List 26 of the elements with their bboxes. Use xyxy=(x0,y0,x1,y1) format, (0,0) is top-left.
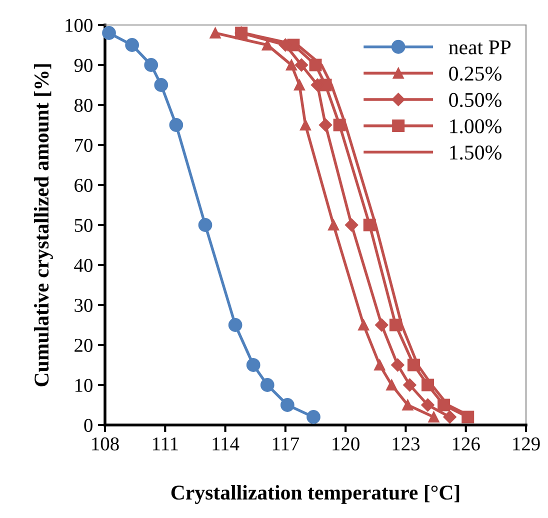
y-tick-label: 10 xyxy=(75,378,92,392)
legend-label: 1.50% xyxy=(450,146,502,160)
y-tick-label: 30 xyxy=(74,298,92,312)
legend-label: 0.25% xyxy=(449,66,502,81)
x-tick-label: 129 xyxy=(513,437,540,450)
y-tick-label: 40 xyxy=(74,258,92,272)
x-axis-title: Crystallization temperature [°C] xyxy=(171,484,460,504)
y-axis-title: Cumulative crystallized amount [%] xyxy=(34,64,53,386)
legend-label: 1.00% xyxy=(450,119,502,134)
legend-label: neat PP xyxy=(448,40,511,54)
y-tick-label: 50 xyxy=(74,218,92,232)
x-tick-label: 126 xyxy=(452,437,480,450)
x-tick-label: 117 xyxy=(272,437,300,450)
y-tick-label: 80 xyxy=(74,98,92,112)
y-tick-label: 60 xyxy=(74,178,92,192)
x-tick-label: 108 xyxy=(92,437,119,450)
y-tick-label: 90 xyxy=(74,58,92,72)
y-tick-label: 100 xyxy=(66,18,92,32)
x-tick-label: 111 xyxy=(153,437,178,450)
y-tick-label: 70 xyxy=(75,138,92,152)
y-tick-label: 20 xyxy=(74,338,92,352)
x-tick-label: 120 xyxy=(332,437,360,450)
legend-label: 0.50% xyxy=(449,92,502,108)
y-tick-label: 0 xyxy=(84,418,92,432)
x-tick-label: 123 xyxy=(392,437,420,450)
x-tick-label: 114 xyxy=(212,437,240,450)
